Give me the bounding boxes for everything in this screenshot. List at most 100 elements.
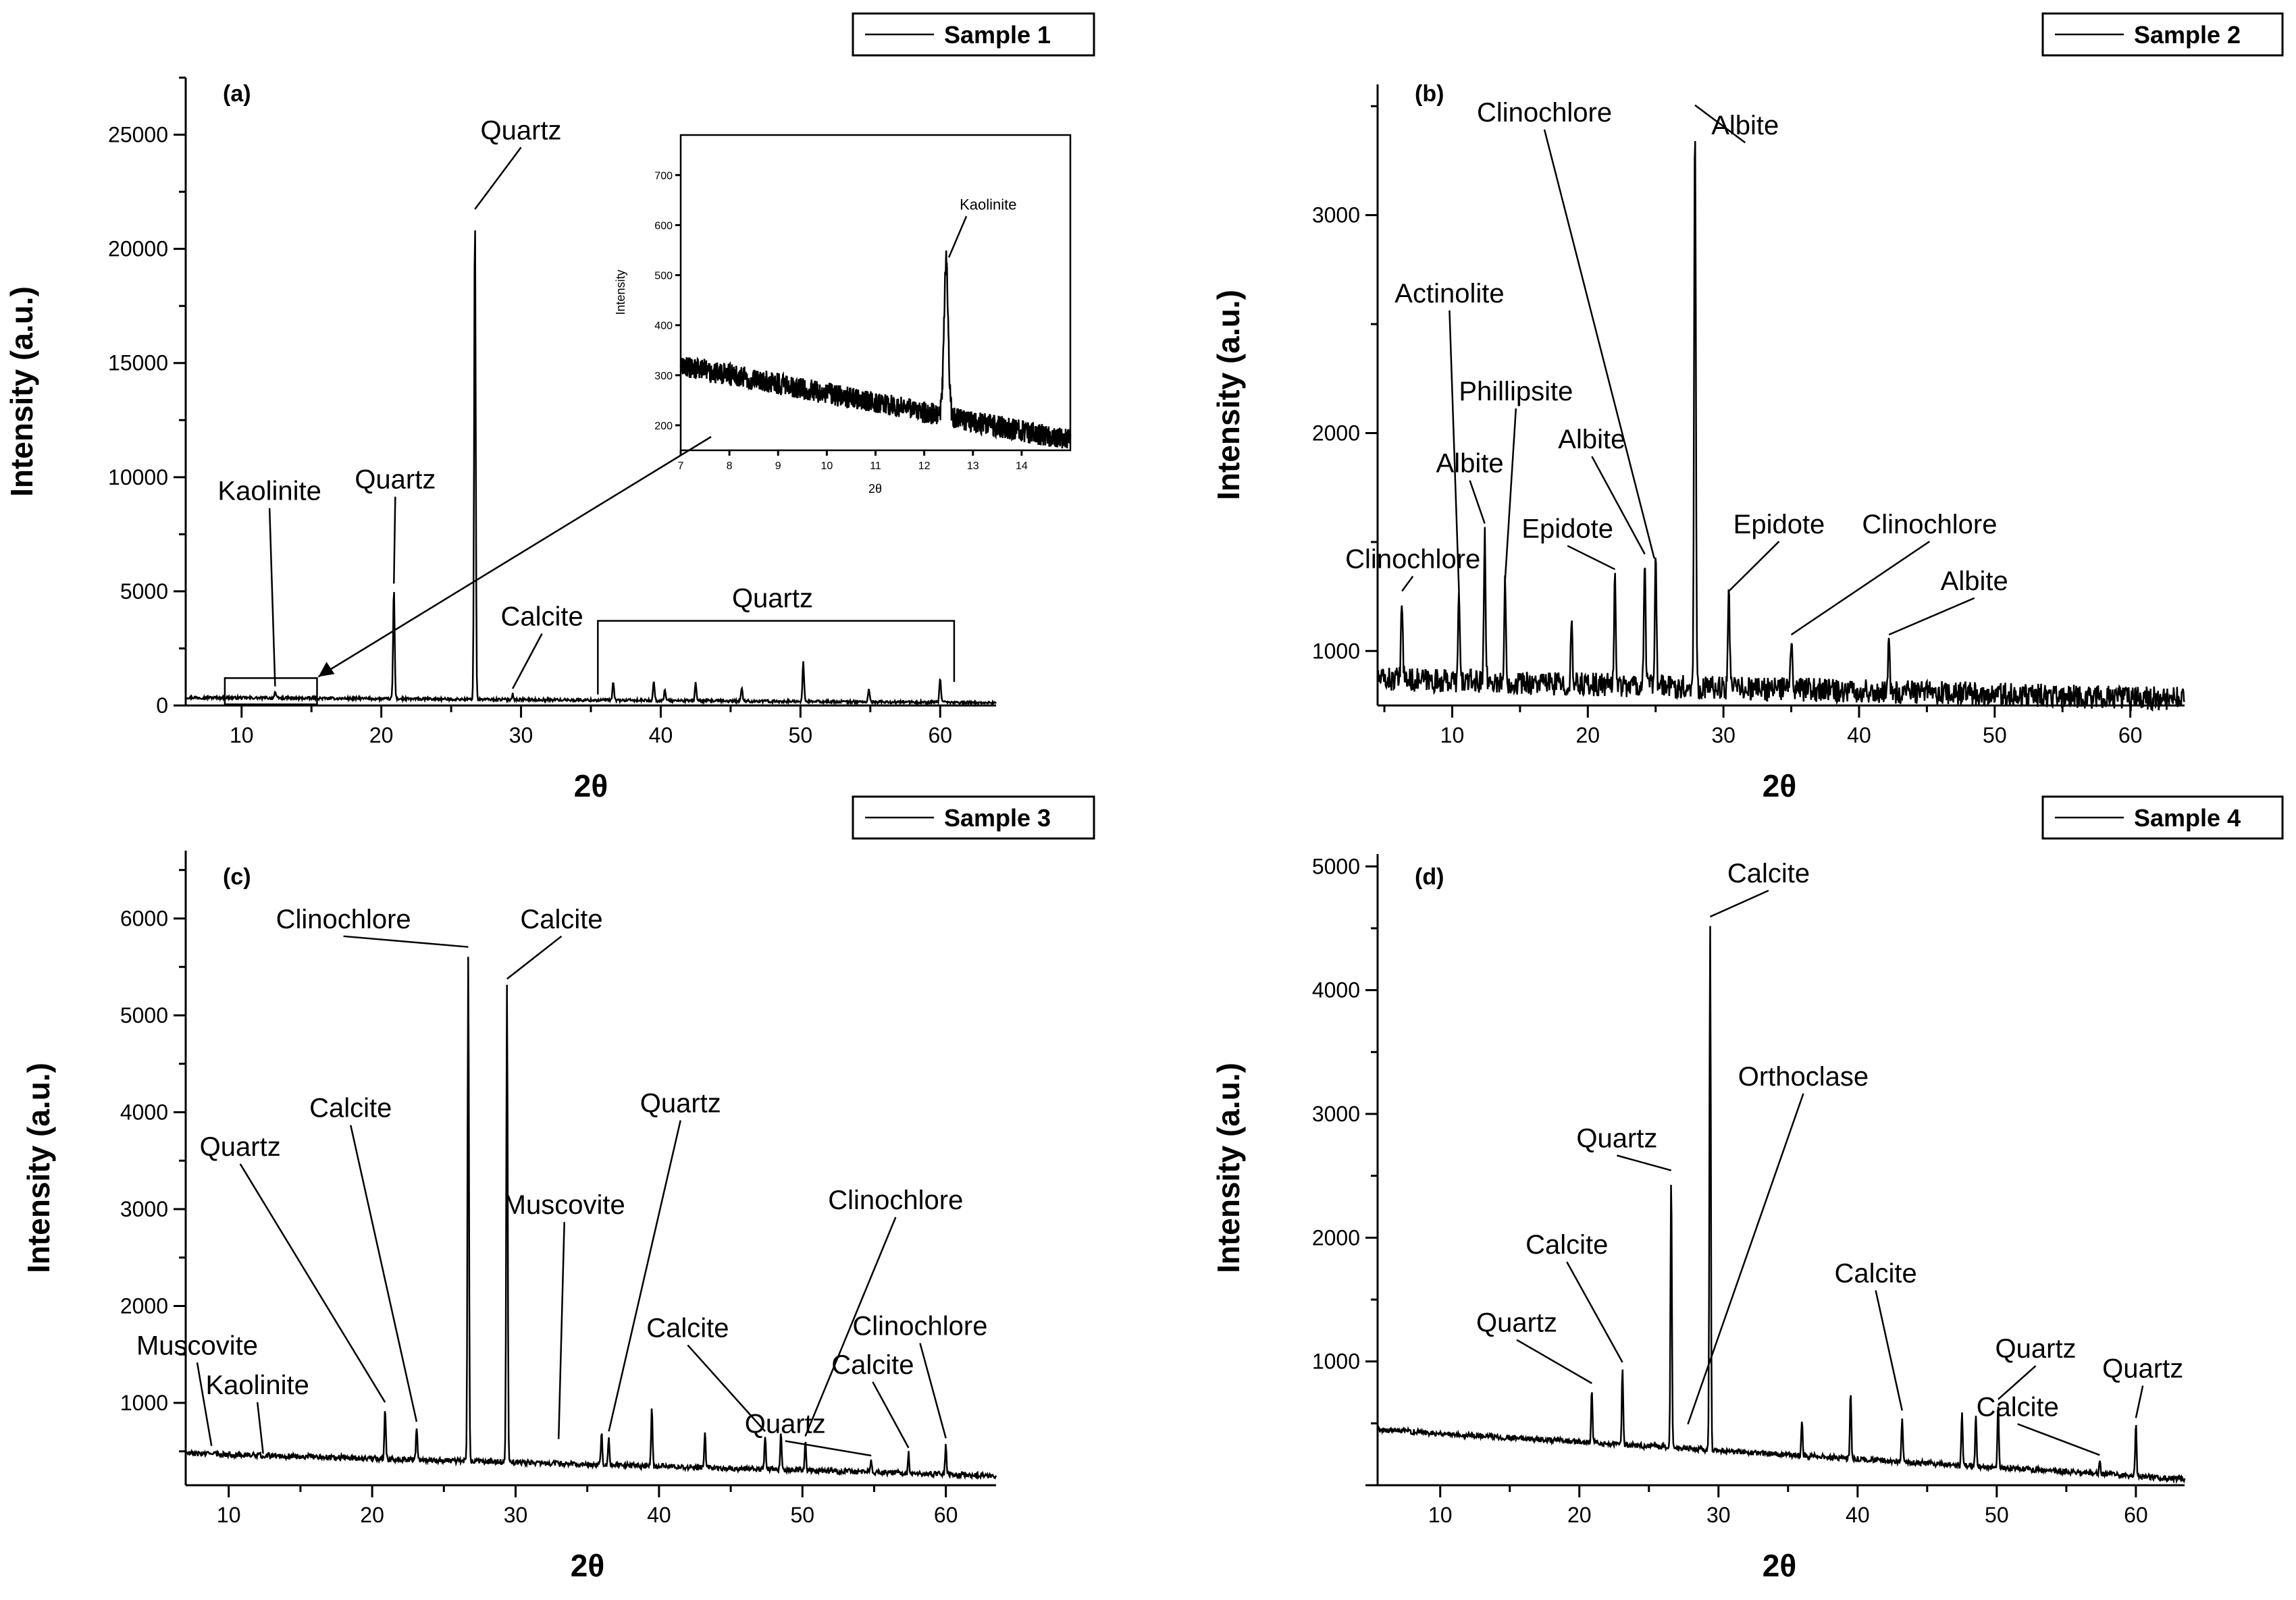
leader-line: [1998, 1365, 2037, 1400]
peak-label: Phillipsite: [1459, 377, 1573, 406]
diffraction-trace: [184, 957, 997, 1481]
inset-chart: 7 8 9 10 11 12 13 14 200 300 400 500 600 700 2θ Intensi…: [614, 134, 1072, 496]
leader-line: [1567, 545, 1616, 570]
leader-line: [804, 1217, 897, 1437]
y-tick-label: 2000: [1312, 421, 1360, 445]
x-axis-title: 2θ: [1763, 1548, 1796, 1583]
bracket-leader: [597, 620, 956, 695]
leader-line: [1504, 408, 1517, 581]
peak-label: Calcite: [831, 1350, 914, 1380]
y-axis-title: Intensity (a.u.): [21, 1063, 56, 1273]
legend-label: Sample 1: [944, 21, 1051, 49]
peak-label: Clinochlore: [1477, 98, 1612, 128]
leader-line: [1728, 541, 1780, 592]
x-tick-label: 50: [1985, 1503, 2009, 1527]
inset-y-tick-label: 500: [654, 271, 673, 282]
peak-label: Clinochlore: [276, 905, 411, 934]
y-tick-label: 10000: [108, 465, 168, 489]
y-axis-title: Intensity (a.u.): [4, 286, 39, 497]
leader-line: [1566, 1261, 1623, 1363]
diffraction-trace: [185, 230, 997, 708]
peak-label: Quartz: [1995, 1334, 2077, 1364]
x-tick-label: 60: [2118, 723, 2143, 747]
peak-label: Clinochlore: [828, 1185, 963, 1215]
x-tick-label: 40: [649, 723, 673, 747]
x-tick-label: 10: [217, 1503, 241, 1527]
peak-label: Albite: [1941, 566, 2008, 596]
chart-panel-3: Sample 3 10 20 30 40 50 60 1000 2000 3000 4000 5000…: [21, 795, 1095, 1583]
inset-y-title: Intensity: [614, 269, 627, 315]
leader-line: [1516, 1339, 1592, 1385]
leader-line: [872, 1381, 910, 1449]
inset-y-tick-label: 700: [654, 170, 673, 182]
leader-line: [1449, 310, 1460, 591]
y-tick-label: 1000: [120, 1391, 168, 1415]
chart-panel-2: Sample 2 10 20 30 40 50 60 1000 2000 3000 2θ Intens…: [1211, 12, 2284, 803]
x-axis-title: 2θ: [574, 768, 608, 803]
x-tick-label: 40: [647, 1503, 671, 1527]
leader-line: [1790, 540, 1931, 636]
leader-line: [1401, 575, 1414, 592]
peak-label: Albite: [1558, 425, 1625, 454]
inset-trace: [679, 250, 1072, 449]
x-tick-label: 30: [509, 723, 533, 747]
x-tick-label: 30: [504, 1503, 528, 1527]
y-tick-label: 3000: [1312, 1102, 1360, 1126]
panel-tag: (b): [1415, 81, 1444, 107]
y-tick-label: 3000: [1312, 203, 1360, 228]
peak-label: Albite: [1436, 449, 1504, 479]
inset-y-tick-label: 200: [654, 421, 673, 432]
x-tick-label: 20: [1567, 1503, 1592, 1527]
leader-line: [512, 633, 543, 689]
leader-line: [608, 1120, 681, 1432]
peak-label: Quartz: [1476, 1308, 1557, 1338]
y-tick-label: 2000: [1312, 1225, 1360, 1250]
peak-label: Calcite: [520, 905, 602, 934]
inset-x-tick-label: 12: [918, 460, 931, 472]
peak-label: Clinochlore: [1345, 545, 1480, 575]
y-tick-label: 15000: [108, 351, 168, 375]
x-tick-label: 50: [789, 723, 813, 747]
panel-tag: (a): [223, 81, 251, 107]
y-tick-label: 2000: [120, 1294, 168, 1318]
y-tick-label: 5000: [120, 1003, 168, 1028]
leader-line: [268, 508, 276, 687]
peak-label: Muscovite: [504, 1190, 625, 1220]
inset-x-tick-label: 9: [775, 460, 781, 472]
x-tick-label: 60: [2124, 1503, 2148, 1527]
inset-leader: [947, 215, 968, 258]
peak-label: Quartz: [745, 1410, 826, 1439]
inset-x-tick-label: 10: [820, 460, 833, 472]
y-tick-label: 0: [156, 693, 168, 718]
leader-line: [1617, 1154, 1672, 1171]
leader-line: [1694, 104, 1746, 144]
zoom-pointer-line: [317, 435, 712, 678]
x-tick-label: 10: [230, 723, 254, 747]
y-tick-label: 5000: [120, 579, 168, 604]
x-tick-label: 60: [928, 723, 952, 747]
leader-line: [1875, 1290, 1903, 1411]
y-tick-label: 25000: [108, 123, 168, 147]
inset-y-tick-label: 300: [654, 371, 673, 382]
inset-y-tick-label: 400: [654, 321, 673, 332]
inset-x-title: 2θ: [868, 482, 882, 496]
zoom-region-box: [224, 677, 318, 705]
x-tick-label: 10: [1440, 723, 1465, 747]
peak-label: Quartz: [355, 465, 436, 495]
peak-label: Orthoclase: [1738, 1062, 1869, 1092]
chart-panel-4: Sample 4 10 20 30 40 50 60 1000 2000 3000 4000 5000…: [1211, 795, 2284, 1583]
leader-line: [687, 1344, 766, 1433]
diffraction-trace: [1376, 140, 2185, 712]
x-tick-label: 40: [1847, 723, 1871, 747]
y-tick-label: 1000: [1312, 1350, 1360, 1374]
peak-label: Kaolinite: [205, 1370, 309, 1400]
zoom-arrowhead: [318, 662, 335, 677]
inset-x-tick-label: 13: [967, 460, 979, 472]
leader-line: [1709, 890, 1769, 917]
y-tick-label: 4000: [120, 1100, 168, 1124]
inset-peak-label: Kaolinite: [960, 196, 1016, 213]
x-tick-label: 50: [790, 1503, 814, 1527]
leader-line: [1469, 480, 1486, 524]
peak-label: Quartz: [200, 1132, 281, 1162]
leader-line: [2135, 1385, 2144, 1418]
